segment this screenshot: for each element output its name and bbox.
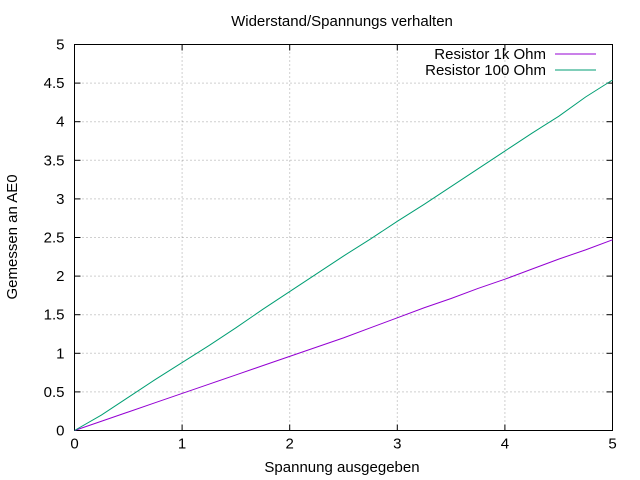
chart-title: Widerstand/Spannungs verhalten — [231, 13, 453, 30]
y-tick-label: 4.5 — [44, 75, 65, 92]
grid-lines — [74, 44, 613, 431]
x-tick-label: 3 — [393, 436, 401, 453]
x-tick-label: 4 — [501, 436, 509, 453]
x-tick-label: 5 — [608, 436, 616, 453]
series-lines — [74, 79, 613, 431]
x-tick-label: 1 — [178, 436, 186, 453]
y-tick-label: 2.5 — [44, 230, 65, 247]
series-line-2 — [74, 79, 613, 431]
y-tick-label: 0.5 — [44, 384, 65, 401]
axis-ticks — [74, 44, 613, 431]
x-tick-label: 0 — [70, 436, 78, 453]
y-tick-label: 1.5 — [44, 307, 65, 324]
y-axis-label: Gemessen an AE0 — [4, 174, 21, 299]
series-line-1 — [74, 239, 613, 431]
y-tick-label: 3 — [56, 191, 64, 208]
y-tick-label: 4 — [56, 114, 64, 131]
legend-label-1: Resistor 1k Ohm — [434, 46, 546, 63]
y-tick-label: 1 — [56, 345, 64, 362]
y-tick-label: 3.5 — [44, 152, 65, 169]
y-tick-label: 0 — [56, 423, 64, 440]
y-tick-label: 2 — [56, 268, 64, 285]
y-tick-labels: 0 0.5 1 1.5 2 2.5 3 3.5 4 4.5 5 — [44, 37, 65, 440]
x-axis-label: Spannung ausgegeben — [264, 459, 419, 476]
y-tick-label: 5 — [56, 37, 64, 54]
x-tick-label: 2 — [286, 436, 294, 453]
x-tick-labels: 0 1 2 3 4 5 — [70, 436, 616, 453]
legend-label-2: Resistor 100 Ohm — [425, 62, 546, 79]
